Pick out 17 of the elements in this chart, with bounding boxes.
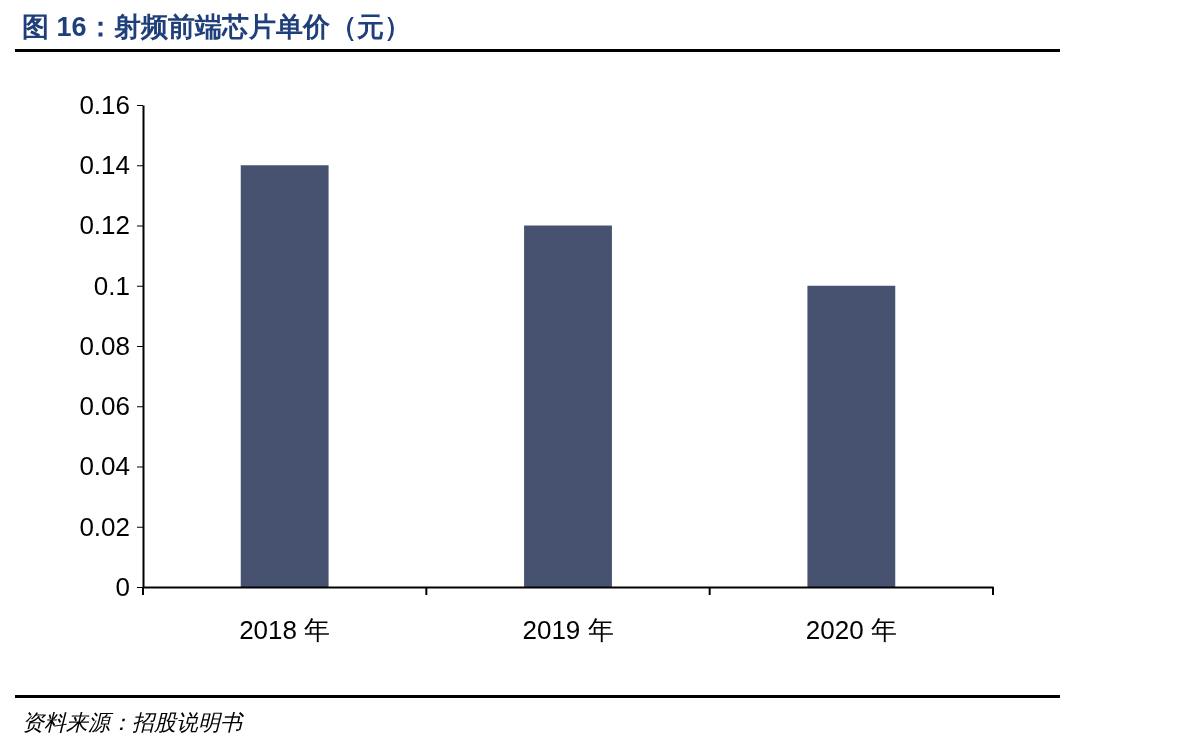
y-tick-label: 0.14 bbox=[79, 150, 130, 181]
y-tick-label: 0.16 bbox=[79, 89, 130, 120]
x-tick-label: 2019 年 bbox=[522, 615, 614, 646]
y-tick-label: 0 bbox=[115, 571, 130, 602]
y-tick-label: 0.08 bbox=[79, 330, 130, 361]
y-tick-label: 0.04 bbox=[79, 451, 130, 482]
bar bbox=[524, 225, 612, 587]
text: 资料来源：招股说明书 bbox=[22, 710, 245, 735]
x-tick-label: 2018 年 bbox=[239, 615, 331, 646]
bar bbox=[807, 285, 896, 587]
y-tick-label: 0.12 bbox=[79, 210, 130, 241]
y-tick-label: 0.06 bbox=[79, 391, 130, 422]
x-tick-label: 2020 年 bbox=[805, 615, 897, 646]
bar bbox=[240, 165, 329, 587]
y-tick-label: 0.02 bbox=[79, 511, 130, 542]
y-tick-label: 0.1 bbox=[93, 270, 130, 301]
chart-title: 图 16：射频前端芯片单价（元） bbox=[22, 12, 411, 42]
